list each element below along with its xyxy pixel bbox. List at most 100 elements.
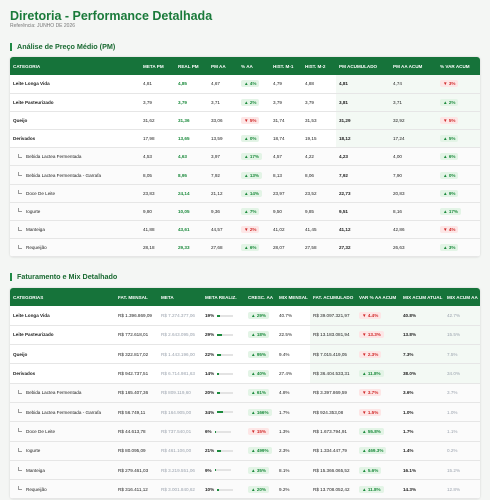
column-header: MIX MENSAL [276,288,310,306]
table-cell: ▼ 4% [437,220,480,240]
progress-bar [217,314,221,317]
table-cell: ▲ 29% [245,306,276,326]
table-row: Iogurte R$ 80.095,09 R$ 461.106,00 21% ▲ 499… [10,441,480,461]
section-title: Faturamento e Mix Detalhado [10,273,117,281]
table-cell: ▲ 2% [238,93,270,112]
header-row: CATEGORIAS FAT. MENSAL META META REALIZ. CRE… [10,288,480,306]
table-cell: 29,33 [175,238,208,258]
table-cell: ▼ 2.3% [356,344,400,365]
table-cell: Queijo [10,344,115,365]
table-cell: 3,79 [270,93,302,112]
table-cell: 13,65 [175,129,208,149]
table-cell: 4,81 [140,75,175,94]
trend-pill: ▲ 6% [241,244,260,252]
table-cell: ▲ 5% [437,129,480,149]
cell-text: R$ 461.106,00 [161,448,192,454]
table-row: Iogurte 9,80 10,05 9,36 ▲ 7% 9,50 9,85 9,51 8,16… [10,202,480,222]
column-header: CATEGORIAS [10,288,115,306]
cell-text: 4,81 [143,81,152,87]
cell-text: R$ 7.274.377,06 [161,312,195,318]
cell-text: 3,79 [178,99,187,105]
table-cell: 9% [202,460,245,481]
table-cell: Manteiga [10,220,140,240]
table-cell: 41,45 [302,220,336,240]
trend-pill: ▲ 17% [440,207,462,215]
table-cell: 40.8% [400,306,444,326]
cell-text: 27.4% [279,371,293,377]
table-cell: R$ 322.817,02 [115,344,158,365]
cell-text: 32,92 [393,117,405,123]
table-cell: R$ 3.001.840,62 [158,479,202,500]
table-cell: R$ 279.461,03 [115,460,158,481]
cell-text: R$ 279.461,03 [118,467,149,473]
trend-pill: ▼ 4% [440,226,459,234]
cell-text: R$ 3.219.551,06 [161,467,195,473]
column-header: CATEGORIA [10,57,140,75]
table-cell: ▲ 18% [245,325,276,346]
table-cell: 13.8% [400,325,444,346]
cell-text: R$ 1.396.869,09 [118,312,152,318]
cell-text: 1.1% [447,428,458,434]
table-cell: ▲ 55.8% [356,421,400,442]
trend-pill: ▲ 35% [248,466,270,474]
cell-text: 27,58 [305,245,317,251]
table-cell: 42.7% [444,306,480,326]
trend-pill: ▲ 40% [248,370,270,378]
progress-label: 29% [205,332,215,338]
table-cell: 1.0% [400,402,444,423]
table-cell: R$ 1.396.869,09 [115,306,158,326]
column-header: PM AA [208,57,238,75]
table-cell: 9,51 [336,202,390,222]
trend-pill: ▲ 4% [241,80,260,88]
sub-icon [18,226,22,231]
cell-text: 13,59 [211,136,223,142]
table-cell: 4,22 [302,147,336,167]
cell-text: 4,67 [211,81,220,87]
table-cell: 0.2% [444,441,480,461]
cell-text: 8,06 [305,172,314,178]
table-row: Leite Longa Vida 4,81 4,85 4,67 ▲ 4% 4,79 4,88… [10,75,480,94]
table-cell: 19% [202,306,245,326]
table-cell: 15.5% [444,325,480,346]
table-row: Bebida Lactea Fermentada - Garrafa R$ 56.… [10,402,480,423]
table-cell: ▼ 5% [437,111,480,131]
progress-label: 6% [205,428,212,434]
sub-icon [18,428,22,433]
cell-text: 42,86 [393,227,405,233]
sub-icon [18,389,22,394]
sub-icon [18,172,22,177]
table-cell: ▲ 14% [238,184,270,203]
table-cell: ▲ 9% [437,184,480,203]
table-cell: 31,53 [302,111,336,131]
table-cell: ▲ 11.8% [356,479,400,500]
cell-text: 8,95 [178,172,187,178]
table-row: Leite Longa Vida R$ 1.396.869,09 R$ 7.274.… [10,306,480,326]
trend-pill: ▲ 29% [248,311,270,319]
cell-text: 31,62 [143,117,155,123]
cell-text: 26,63 [393,245,405,251]
table-cell: 4,53 [140,147,175,167]
cell-text: 43,61 [178,227,190,233]
cell-text: 3.7% [447,390,458,396]
cell-text: 14.3% [403,486,417,492]
table-cell: 9,36 [208,202,238,222]
table-cell: Bebida Lactea Fermentada - Garrafa [10,165,140,185]
table-cell: ▲ 499% [245,441,276,461]
table-card: CATEGORIA META PM REAL PM PM AA% AA HIST. M-… [10,57,480,258]
table-row: Doce De Leite R$ 44.613,78 R$ 737.540,01 6%… [10,421,480,442]
table-cell: 1.7% [276,402,310,423]
cell-text: Queijo [13,117,28,123]
cell-text: 9,36 [211,208,220,214]
cell-text: R$ 1.673.794,91 [313,428,347,434]
trend-pill: ▲ 499% [248,447,272,455]
table-cell: 8,16 [390,202,437,222]
progress-bar [217,353,221,356]
cell-text: R$ 1.443.196,00 [161,351,195,357]
cell-text: 20,83 [393,190,405,196]
table-cell: 2.3% [276,441,310,461]
cell-text: Iogurte [26,448,41,454]
column-header: HIST. M-2 [302,57,336,75]
column-header: FAT. MENSAL [115,288,158,306]
trend-pill: ▼ 3% [440,80,459,88]
table-cell: 4,88 [302,75,336,94]
